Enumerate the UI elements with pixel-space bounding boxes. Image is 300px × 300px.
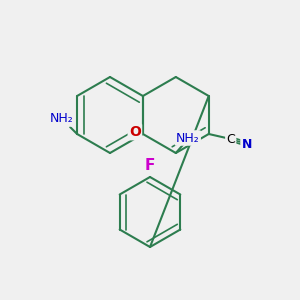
Text: NH₂: NH₂	[50, 112, 74, 125]
Text: N: N	[242, 137, 252, 151]
Text: C: C	[226, 133, 235, 146]
Text: F: F	[145, 158, 155, 172]
Text: O: O	[129, 125, 141, 139]
Text: NH₂: NH₂	[176, 131, 200, 145]
